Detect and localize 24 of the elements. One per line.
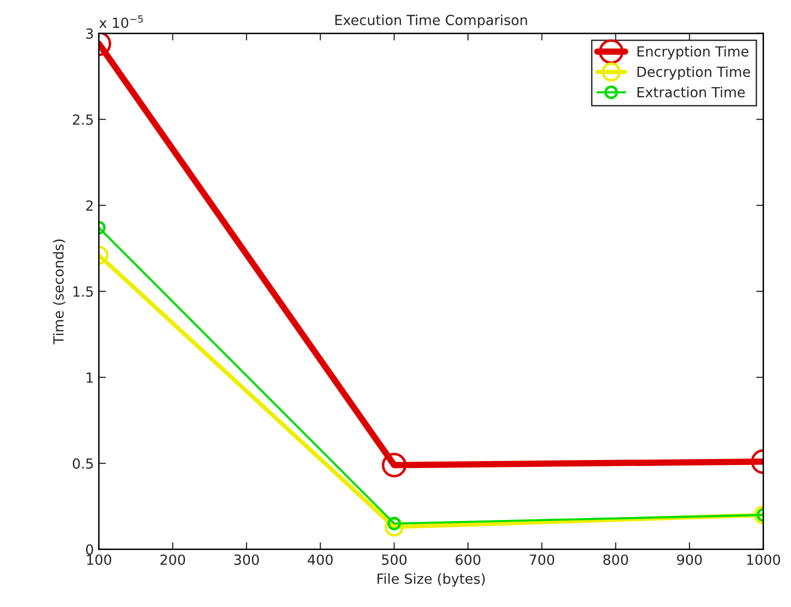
text: x 10$^{−5}$ bbox=[99, 15, 143, 28]
y-axis-title: Time (seconds) bbox=[52, 240, 66, 344]
x-tick-label: 1000 bbox=[747, 554, 780, 565]
y-tick-label: 2 bbox=[86, 200, 93, 211]
x-tick-label: 100 bbox=[87, 554, 112, 565]
legend-label: Extraction Time bbox=[638, 86, 745, 98]
y-tick-label: 3 bbox=[86, 28, 93, 39]
y-tick-label: 1.5 bbox=[73, 286, 93, 297]
chart-title: Execution Time Comparison bbox=[335, 14, 527, 28]
y-tick-label: 0.5 bbox=[72, 458, 93, 469]
x-tick-label: 200 bbox=[160, 554, 186, 565]
y-tick-label: 2.5 bbox=[72, 114, 93, 125]
x-tick-label: 800 bbox=[603, 554, 628, 565]
x-tick-label: 700 bbox=[530, 554, 554, 565]
legend-label: Decryption Time bbox=[638, 66, 750, 80]
x-tick-label: 500 bbox=[382, 554, 407, 565]
x-tick-label: 400 bbox=[308, 554, 333, 565]
y-tick-label: 0 bbox=[86, 544, 94, 555]
x-tick-label: 300 bbox=[234, 554, 259, 565]
y-tick-label: 1 bbox=[86, 372, 93, 383]
x-tick-label: 600 bbox=[456, 554, 480, 565]
x-axis-title: File Size (bytes) bbox=[378, 573, 485, 587]
x-tick-label: 900 bbox=[677, 554, 702, 565]
legend-label: Encryption Time bbox=[638, 46, 748, 60]
